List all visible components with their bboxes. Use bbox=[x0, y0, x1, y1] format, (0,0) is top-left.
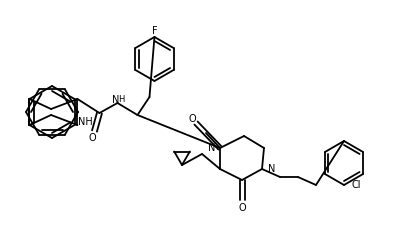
Text: F: F bbox=[152, 26, 157, 36]
Text: NH: NH bbox=[78, 117, 93, 127]
Text: N: N bbox=[112, 95, 119, 105]
Text: O: O bbox=[238, 203, 246, 213]
Text: Cl: Cl bbox=[352, 180, 362, 190]
Text: O: O bbox=[188, 114, 196, 124]
Text: O: O bbox=[89, 133, 96, 143]
Text: N: N bbox=[268, 164, 275, 174]
Text: H: H bbox=[118, 95, 125, 105]
Text: N: N bbox=[208, 143, 215, 153]
